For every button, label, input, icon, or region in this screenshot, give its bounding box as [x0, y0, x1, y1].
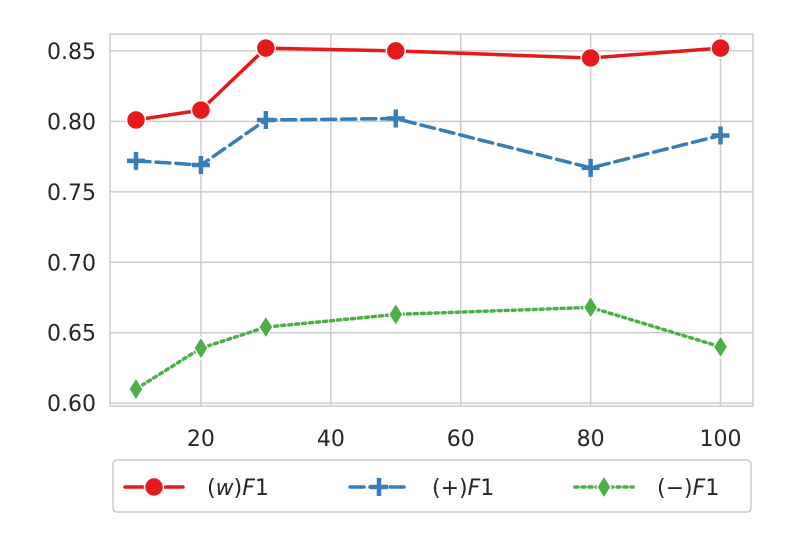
- legend-item: (w)F1: [123, 476, 269, 501]
- legend-marker: [596, 474, 612, 500]
- legend-marker: [370, 478, 388, 496]
- data-point: [385, 40, 407, 62]
- data-point: [712, 334, 729, 359]
- data-point: [710, 37, 731, 59]
- plot-frame: [109, 33, 754, 407]
- x-tick-label: 60: [447, 427, 475, 452]
- x-tick-label: 20: [187, 427, 215, 452]
- series-0: [125, 37, 731, 131]
- series-2: [128, 295, 729, 402]
- legend-label: (+)F1: [432, 476, 494, 501]
- series-1: [126, 109, 730, 177]
- y-tick-label: 0.80: [47, 110, 96, 135]
- series-line: [134, 46, 723, 122]
- data-point: [711, 126, 730, 145]
- data-point: [126, 151, 145, 170]
- legend-marker: [143, 476, 165, 498]
- legend-frame: [112, 459, 752, 513]
- data-point: [125, 109, 147, 131]
- data-point: [580, 47, 601, 69]
- legend-item: (+)F1: [348, 476, 494, 501]
- y-tick-label: 0.60: [47, 392, 96, 417]
- series-group: [125, 37, 731, 402]
- data-point: [386, 109, 405, 128]
- legend-item: (−)F1: [573, 474, 719, 501]
- x-axis-ticks: 20 40 60 80 100: [187, 427, 742, 452]
- data-point: [582, 295, 599, 320]
- series-line: [134, 116, 723, 170]
- y-tick-label: 0.85: [47, 40, 96, 65]
- data-point: [581, 158, 600, 177]
- y-tick-label: 0.65: [47, 322, 96, 347]
- y-tick-label: 0.70: [47, 251, 96, 276]
- legend-label: (−)F1: [657, 476, 719, 501]
- y-axis-ticks: 0.60 0.65 0.70 0.75 0.80 0.85: [47, 40, 96, 417]
- x-tick-label: 80: [577, 427, 605, 452]
- data-point: [388, 302, 404, 327]
- legend: (w)F1 (+)F1 (−)F1: [112, 459, 752, 513]
- y-tick-label: 0.75: [47, 181, 96, 206]
- data-point: [255, 37, 277, 59]
- data-point: [128, 376, 144, 402]
- data-point: [190, 99, 212, 121]
- grid: [110, 34, 753, 406]
- x-tick-label: 40: [317, 427, 345, 452]
- x-tick-label: 100: [700, 427, 742, 452]
- data-point: [256, 110, 275, 129]
- data-point: [191, 156, 210, 175]
- series-line: [134, 305, 723, 391]
- legend-label: (w)F1: [207, 476, 269, 501]
- data-point: [258, 314, 274, 340]
- data-point: [193, 336, 209, 361]
